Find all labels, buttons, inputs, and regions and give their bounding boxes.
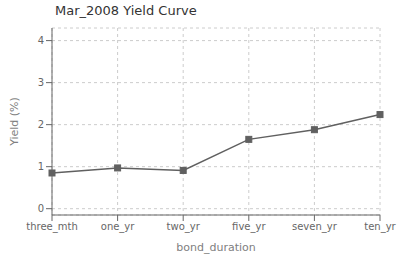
svg-text:one_yr: one_yr <box>101 221 136 233</box>
html-text:Mar_2008 Yield Curve: Mar_2008 Yield Curve <box>55 3 197 18</box>
svg-text:2: 2 <box>38 119 44 130</box>
svg-text:Yield (%): Yield (%) <box>8 97 21 147</box>
svg-text:five_yr: five_yr <box>232 221 266 233</box>
svg-text:3: 3 <box>38 77 44 88</box>
svg-text:ten_yr: ten_yr <box>364 221 392 233</box>
svg-text:two_yr: two_yr <box>167 221 201 233</box>
svg-text:0: 0 <box>38 203 44 214</box>
svg-text:bond_duration: bond_duration <box>176 241 255 254</box>
svg-text:1: 1 <box>38 161 44 172</box>
svg-text:4: 4 <box>38 35 44 46</box>
svg-text:three_mth: three_mth <box>26 221 77 233</box>
svg-text:seven_yr: seven_yr <box>292 221 338 233</box>
